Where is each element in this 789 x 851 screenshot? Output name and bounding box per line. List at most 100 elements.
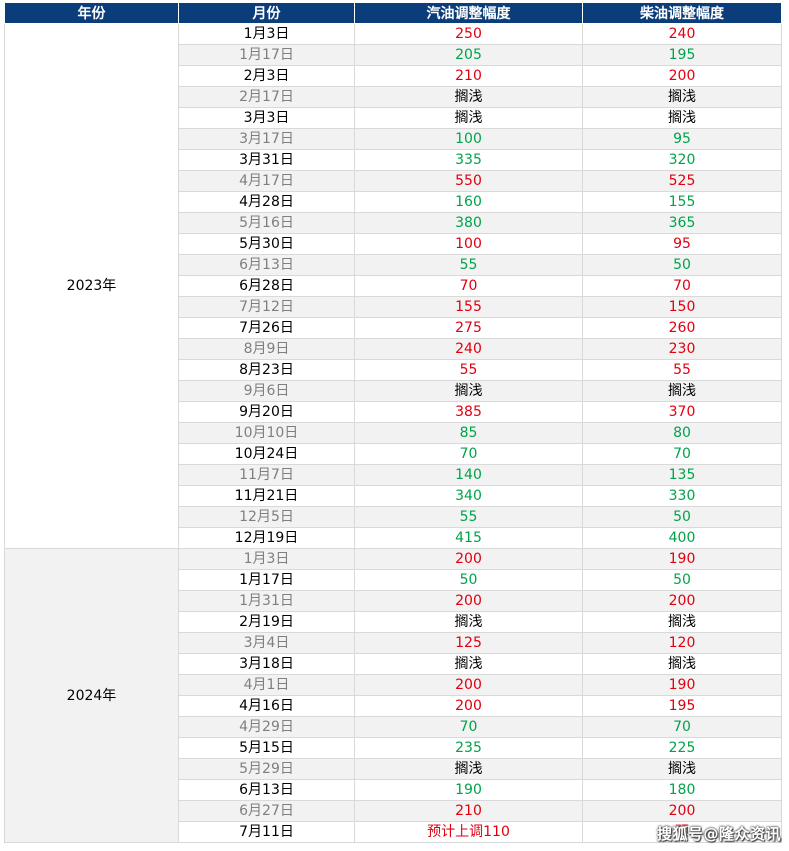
table-row: 5月30日 100 95 bbox=[5, 233, 782, 255]
gasoline-cell: 85 bbox=[354, 422, 583, 444]
table-row: 12月5日 55 50 bbox=[5, 506, 782, 528]
gasoline-cell: 210 bbox=[354, 800, 583, 822]
diesel-cell: 195 bbox=[582, 44, 782, 66]
month-cell: 9月6日 bbox=[178, 380, 355, 402]
gasoline-cell: 125 bbox=[354, 632, 583, 654]
gasoline-cell: 70 bbox=[354, 716, 583, 738]
month-cell: 3月18日 bbox=[178, 653, 355, 675]
month-cell: 9月20日 bbox=[178, 401, 355, 423]
month-cell: 4月1日 bbox=[178, 674, 355, 696]
diesel-cell: 搁浅 bbox=[582, 107, 782, 129]
month-cell: 12月5日 bbox=[178, 506, 355, 528]
diesel-cell: 150 bbox=[582, 296, 782, 318]
header-row: 年份 月份 汽油调整幅度 柴油调整幅度 bbox=[4, 2, 782, 24]
gasoline-cell: 搁浅 bbox=[354, 611, 583, 633]
month-cell: 8月9日 bbox=[178, 338, 355, 360]
table-row: 2023年 1月3日 250 240 bbox=[4, 23, 782, 549]
table-row: 1月17日 205 195 bbox=[5, 44, 782, 66]
month-cell: 5月16日 bbox=[178, 212, 355, 234]
month-cell: 7月11日 bbox=[178, 821, 355, 843]
table-row: 7月26日 275 260 bbox=[5, 317, 782, 339]
table-row: 5月15日 235 225 bbox=[5, 737, 782, 759]
diesel-cell: 200 bbox=[582, 590, 782, 612]
oil-price-adjustment-table: 年份 月份 汽油调整幅度 柴油调整幅度 2023年 1月3日 250 240 1月17日… bbox=[4, 2, 782, 843]
table-body: 2023年 1月3日 250 240 1月17日 205 195 2月3日 210 200 2月17… bbox=[4, 23, 782, 843]
month-cell: 5月30日 bbox=[178, 233, 355, 255]
month-cell: 10月10日 bbox=[178, 422, 355, 444]
diesel-cell: 120 bbox=[582, 632, 782, 654]
diesel-cell: 230 bbox=[582, 338, 782, 360]
table-row: 9月6日 搁浅 搁浅 bbox=[5, 380, 782, 402]
year-cell: 2023年 bbox=[4, 23, 179, 549]
month-cell: 4月28日 bbox=[178, 191, 355, 213]
month-cell: 11月21日 bbox=[178, 485, 355, 507]
diesel-cell: 190 bbox=[582, 548, 782, 570]
diesel-cell: 搁浅 bbox=[582, 380, 782, 402]
gasoline-cell: 200 bbox=[354, 695, 583, 717]
gasoline-cell: 搁浅 bbox=[354, 758, 583, 780]
month-cell: 7月26日 bbox=[178, 317, 355, 339]
diesel-cell: 50 bbox=[582, 569, 782, 591]
gasoline-cell: 70 bbox=[354, 443, 583, 465]
table-row: 3月18日 搁浅 搁浅 bbox=[5, 653, 782, 675]
table-row: 4月28日 160 155 bbox=[5, 191, 782, 213]
gasoline-cell: 385 bbox=[354, 401, 583, 423]
month-cell: 11月7日 bbox=[178, 464, 355, 486]
month-cell: 8月23日 bbox=[178, 359, 355, 381]
table-row: 11月21日 340 330 bbox=[5, 485, 782, 507]
gasoline-cell: 550 bbox=[354, 170, 583, 192]
table-row: 6月28日 70 70 bbox=[5, 275, 782, 297]
month-cell: 3月17日 bbox=[178, 128, 355, 150]
gasoline-cell: 55 bbox=[354, 506, 583, 528]
month-cell: 7月12日 bbox=[178, 296, 355, 318]
header-gasoline: 汽油调整幅度 bbox=[354, 2, 583, 24]
month-cell: 12月19日 bbox=[178, 527, 355, 549]
diesel-cell: 95 bbox=[582, 128, 782, 150]
table-row: 6月13日 190 180 bbox=[5, 779, 782, 801]
table-row: 10月24日 70 70 bbox=[5, 443, 782, 465]
table-row: 7月12日 155 150 bbox=[5, 296, 782, 318]
diesel-cell: 400 bbox=[582, 527, 782, 549]
gasoline-cell: 210 bbox=[354, 65, 583, 87]
diesel-cell: 70 bbox=[582, 443, 782, 465]
month-cell: 3月31日 bbox=[178, 149, 355, 171]
table-row: 6月27日 210 200 bbox=[5, 800, 782, 822]
diesel-cell: 370 bbox=[582, 401, 782, 423]
table-row: 1月31日 200 200 bbox=[5, 590, 782, 612]
gasoline-cell: 200 bbox=[354, 674, 583, 696]
diesel-cell: 365 bbox=[582, 212, 782, 234]
month-cell: 4月16日 bbox=[178, 695, 355, 717]
gasoline-cell: 70 bbox=[354, 275, 583, 297]
month-cell: 5月29日 bbox=[178, 758, 355, 780]
gasoline-cell: 100 bbox=[354, 233, 583, 255]
gasoline-cell: 155 bbox=[354, 296, 583, 318]
gasoline-cell: 205 bbox=[354, 44, 583, 66]
table-row: 3月3日 搁浅 搁浅 bbox=[5, 107, 782, 129]
diesel-cell: 155 bbox=[582, 191, 782, 213]
month-cell: 2月17日 bbox=[178, 86, 355, 108]
gasoline-cell: 50 bbox=[354, 569, 583, 591]
diesel-cell: 200 bbox=[582, 65, 782, 87]
header-year: 年份 bbox=[4, 2, 179, 24]
diesel-cell: 330 bbox=[582, 485, 782, 507]
month-cell: 4月29日 bbox=[178, 716, 355, 738]
gasoline-cell: 275 bbox=[354, 317, 583, 339]
diesel-cell: 180 bbox=[582, 779, 782, 801]
table-row: 1月17日 50 50 bbox=[5, 569, 782, 591]
gasoline-cell: 搁浅 bbox=[354, 86, 583, 108]
month-cell: 1月31日 bbox=[178, 590, 355, 612]
month-cell: 6月13日 bbox=[178, 779, 355, 801]
gasoline-cell: 100 bbox=[354, 128, 583, 150]
table-row: 10月10日 85 80 bbox=[5, 422, 782, 444]
diesel-cell: 225 bbox=[582, 737, 782, 759]
diesel-cell: 预 bbox=[582, 821, 782, 843]
gasoline-cell: 415 bbox=[354, 527, 583, 549]
month-cell: 1月17日 bbox=[178, 569, 355, 591]
diesel-cell: 135 bbox=[582, 464, 782, 486]
table-row: 5月16日 380 365 bbox=[5, 212, 782, 234]
diesel-cell: 525 bbox=[582, 170, 782, 192]
gasoline-cell: 200 bbox=[354, 548, 583, 570]
year-cell: 2024年 bbox=[4, 548, 179, 843]
diesel-cell: 240 bbox=[582, 23, 782, 45]
diesel-cell: 搁浅 bbox=[582, 611, 782, 633]
